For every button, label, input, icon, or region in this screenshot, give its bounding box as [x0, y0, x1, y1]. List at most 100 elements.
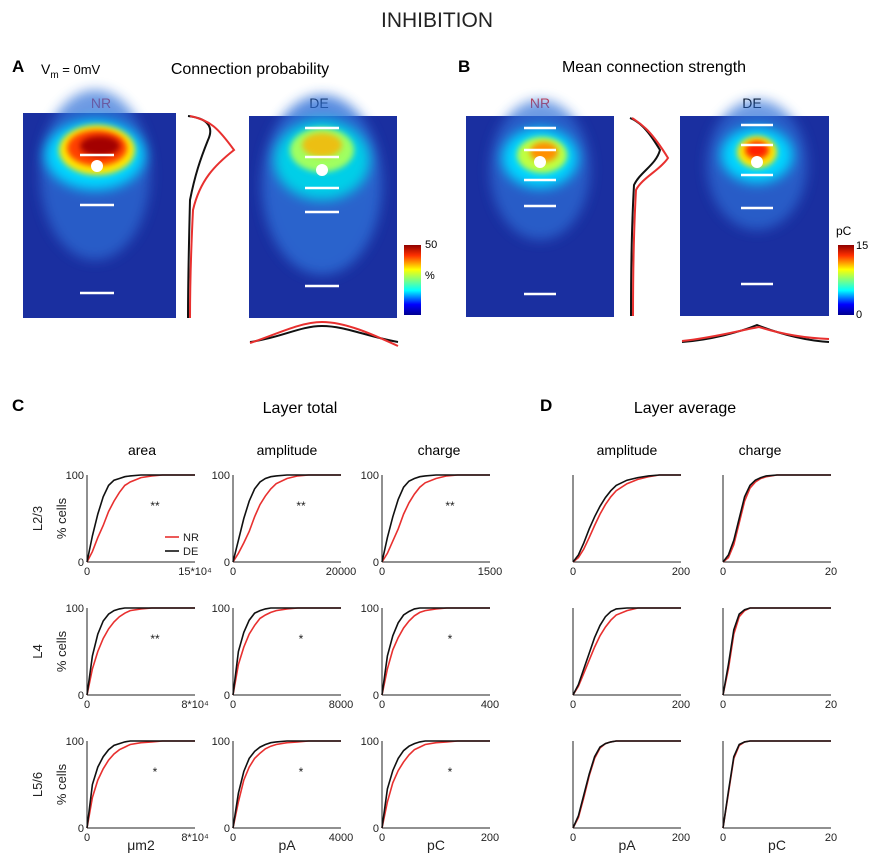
profile-a-vertical [187, 115, 236, 319]
cdf-de-r1c3 [572, 607, 681, 696]
x-unit-c2: pC [427, 837, 445, 853]
y-tick-bottom-r1c2: 0 [373, 690, 379, 702]
x-unit-c4: pC [768, 837, 786, 853]
colorbar-strength: pC 15 0 [836, 224, 868, 321]
significance-mark-r1c0: ** [150, 632, 160, 646]
significance-mark-r2c1: * [299, 765, 304, 779]
x-tick-min-r2c4: 0 [720, 832, 726, 844]
cdf-nr-r0c1 [232, 474, 341, 563]
ylabel-1: % cells [54, 630, 69, 672]
x-tick-max-r1c2: 400 [481, 699, 499, 711]
colorbar-strength-max: 15 [856, 240, 868, 252]
y-tick-bottom-r0c1: 0 [224, 557, 230, 569]
ylabel-2: % cells [54, 763, 69, 805]
panel-letter-b: B [458, 57, 470, 76]
x-tick-min-r0c3: 0 [570, 566, 576, 578]
cdf-nr-r0c3 [572, 474, 681, 563]
x-tick-max-r1c1: 8000 [329, 699, 353, 711]
cdf-nr-r1c2 [381, 607, 490, 696]
colorbar-prob-unit: % [425, 270, 435, 282]
profile-b-horizontal [681, 323, 830, 343]
heatmap-b-nr [466, 100, 614, 317]
y-tick-bottom-r1c1: 0 [224, 690, 230, 702]
legend-de-label: DE [183, 546, 198, 558]
cdf-nr-r0c2 [381, 474, 490, 563]
x-tick-max-r0c3: 200 [672, 566, 690, 578]
significance-mark-r2c2: * [448, 765, 453, 779]
x-tick-min-r2c0: 0 [84, 832, 90, 844]
x-tick-max-r2c0: 8*10⁴ [181, 832, 209, 844]
profile-b-vertical [629, 117, 670, 317]
x-tick-min-r0c2: 0 [379, 566, 385, 578]
profile-a-horizontal [249, 320, 399, 347]
y-tick-top-r1c1: 100 [212, 603, 230, 615]
cdf-de-r2c1 [232, 740, 341, 829]
y-tick-top-r0c1: 100 [212, 470, 230, 482]
significance-mark-r1c2: * [448, 632, 453, 646]
cdf-nr-r2c0 [86, 740, 195, 829]
x-tick-max-r1c4: 20 [825, 699, 837, 711]
x-tick-min-r1c4: 0 [720, 699, 726, 711]
y-tick-top-r2c1: 100 [212, 736, 230, 748]
panel-letter-a: A [12, 57, 24, 76]
y-tick-top-r2c0: 100 [66, 736, 84, 748]
x-tick-min-r0c0: 0 [84, 566, 90, 578]
legend-nr-label: NR [183, 532, 199, 544]
cdf-nr-r2c2 [381, 740, 490, 829]
y-tick-bottom-r2c0: 0 [78, 823, 84, 835]
panel-b-title: Mean connection strength [562, 59, 746, 76]
cdf-de-r2c3 [572, 740, 681, 829]
cdf-nr-r2c1 [232, 740, 341, 829]
y-tick-bottom-r0c2: 0 [373, 557, 379, 569]
col-title-area: area [128, 442, 156, 458]
y-tick-top-r0c0: 100 [66, 470, 84, 482]
colorbar-prob-max: 50 [425, 239, 437, 251]
y-tick-top-r0c2: 100 [361, 470, 379, 482]
cdf-de-r0c3 [572, 474, 681, 563]
y-tick-bottom-r2c1: 0 [224, 823, 230, 835]
x-tick-min-r0c1: 0 [230, 566, 236, 578]
col-title-amplitude-c: amplitude [257, 442, 318, 458]
row-label-1: L4 [30, 644, 45, 658]
heatmap-a-nr [23, 90, 176, 318]
cdf-nr-r0c0 [86, 474, 195, 563]
cdf-de-r0c4 [722, 474, 831, 563]
cdf-nr-r2c3 [572, 740, 681, 829]
y-tick-top-r2c2: 100 [361, 736, 379, 748]
cdf-de-r2c2 [381, 740, 490, 829]
figure-title: INHIBITION [381, 9, 493, 32]
cdf-de-r1c1 [232, 607, 341, 696]
cdf-de-r0c0 [86, 474, 195, 563]
y-tick-top-r1c0: 100 [66, 603, 84, 615]
col-title-charge-d: charge [739, 442, 782, 458]
x-tick-min-r2c1: 0 [230, 832, 236, 844]
significance-mark-r1c1: * [299, 632, 304, 646]
x-tick-max-r0c1: 20000 [326, 566, 357, 578]
x-tick-max-r2c2: 200 [481, 832, 499, 844]
significance-mark-r0c2: ** [445, 499, 455, 513]
x-tick-max-r0c4: 20 [825, 566, 837, 578]
vm-value: = 0mV [59, 62, 101, 77]
cdf-de-r1c0 [86, 607, 195, 696]
x-tick-min-r2c2: 0 [379, 832, 385, 844]
vm-subscript: m [50, 70, 58, 81]
y-tick-bottom-r1c0: 0 [78, 690, 84, 702]
significance-mark-r0c0: ** [150, 499, 160, 513]
panel-a-title: Connection probability [171, 61, 329, 78]
y-tick-top-r1c2: 100 [361, 603, 379, 615]
x-tick-max-r2c1: 4000 [329, 832, 353, 844]
x-unit-c3: pA [618, 837, 636, 853]
panel-d-title: Layer average [634, 400, 736, 417]
cdf-nr-r1c4 [722, 607, 831, 696]
cdf-nr-r2c4 [722, 740, 831, 829]
x-tick-max-r0c0: 15*10⁴ [178, 566, 212, 578]
x-tick-min-r1c3: 0 [570, 699, 576, 711]
x-tick-max-r1c0: 8*10⁴ [181, 699, 209, 711]
heatmap-a-de [249, 95, 397, 318]
panel-letter-c: C [12, 396, 24, 415]
cdf-de-r2c4 [722, 740, 831, 829]
vm-label: Vm = 0mV [41, 61, 101, 81]
y-tick-bottom-r2c2: 0 [373, 823, 379, 835]
